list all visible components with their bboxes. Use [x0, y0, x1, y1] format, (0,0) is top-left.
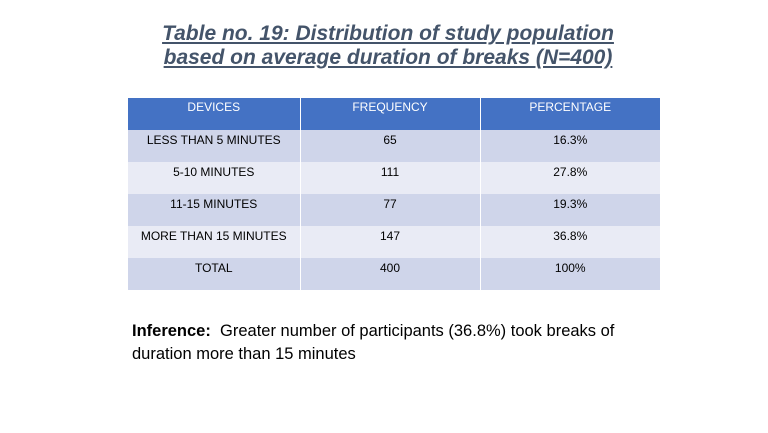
inference-label: Inference:: [132, 322, 211, 340]
inference-text: Greater number of participants (36.8%) t…: [132, 322, 615, 363]
table-cell-frequency: 147: [300, 226, 481, 258]
distribution-table: DEVICES FREQUENCY PERCENTAGE LESS THAN 5…: [128, 98, 660, 290]
table-cell-frequency: 111: [300, 162, 481, 194]
table-cell-percentage: 27.8%: [480, 162, 660, 194]
table-header-row: DEVICES FREQUENCY PERCENTAGE: [128, 98, 660, 130]
table-cell-frequency: 77: [300, 194, 481, 226]
table-cell-percentage: 36.8%: [480, 226, 660, 258]
table-row: MORE THAN 15 MINUTES 147 36.8%: [128, 226, 660, 258]
table-cell-category: MORE THAN 15 MINUTES: [128, 226, 301, 258]
column-header-devices: DEVICES: [128, 98, 301, 130]
table-cell-percentage: 100%: [480, 258, 660, 290]
column-header-percentage: PERCENTAGE: [480, 98, 660, 130]
table-cell-frequency: 65: [300, 130, 481, 162]
column-header-frequency: FREQUENCY: [300, 98, 481, 130]
table-cell-percentage: 16.3%: [480, 130, 660, 162]
table-cell-category: LESS THAN 5 MINUTES: [128, 130, 301, 162]
table-cell-percentage: 19.3%: [480, 194, 660, 226]
table-row: 5-10 MINUTES 111 27.8%: [128, 162, 660, 194]
title-line-2: based on average duration of breaks (N=4…: [163, 46, 613, 69]
inference-paragraph: Inference: Greater number of participant…: [132, 320, 672, 366]
table-row: 11-15 MINUTES 77 19.3%: [128, 194, 660, 226]
table-cell-frequency: 400: [300, 258, 481, 290]
table-row: LESS THAN 5 MINUTES 65 16.3%: [128, 130, 660, 162]
slide-title: Table no. 19: Distribution of study popu…: [100, 22, 676, 70]
table-cell-category: TOTAL: [128, 258, 301, 290]
table-cell-category: 11-15 MINUTES: [128, 194, 301, 226]
title-line-1: Table no. 19: Distribution of study popu…: [162, 22, 614, 45]
table-cell-category: 5-10 MINUTES: [128, 162, 301, 194]
table-row-total: TOTAL 400 100%: [128, 258, 660, 290]
